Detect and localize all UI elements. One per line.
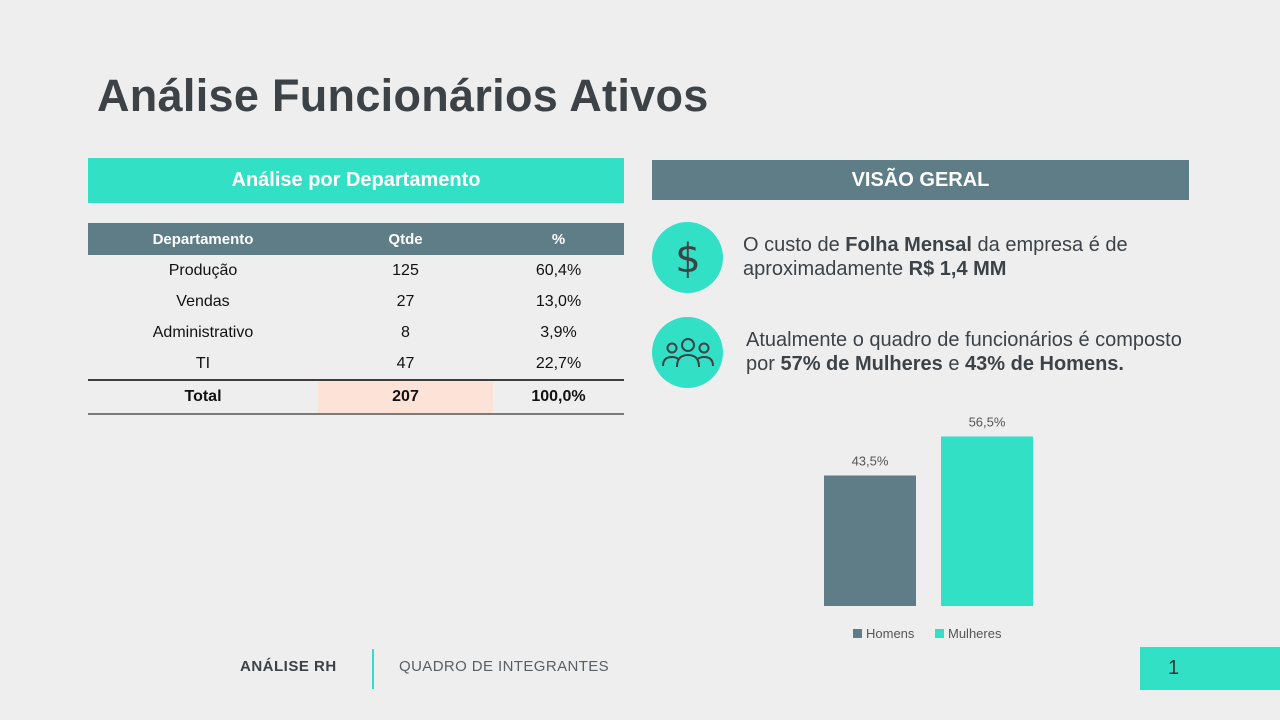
- footer-divider: [372, 649, 374, 689]
- cell-qty: 47: [396, 354, 415, 372]
- data-label: 56,5%: [969, 415, 1006, 430]
- table-row: Administrativo 8 3,9%: [88, 317, 624, 348]
- column-header-departamento: Departamento: [88, 223, 318, 255]
- cell-department: TI: [195, 354, 211, 372]
- footer-subtitle: QUADRO DE INTEGRANTES: [399, 658, 610, 675]
- cell-percent: 22,7%: [535, 354, 582, 372]
- legend-label: Mulheres: [948, 626, 1002, 641]
- table-total-row: Total 207 100,0%: [88, 379, 624, 415]
- page-number: 1: [1168, 657, 1180, 679]
- cell-percent: 60,4%: [535, 261, 582, 279]
- page-number-box: 1: [1140, 647, 1280, 690]
- cell-qty: 27: [396, 292, 415, 310]
- cell-department: Administrativo: [152, 323, 254, 341]
- total-label: Total: [88, 379, 318, 415]
- legend-label: Homens: [866, 626, 915, 641]
- data-label: 43,5%: [852, 454, 889, 469]
- cell-qty: 125: [392, 261, 419, 279]
- footer-section-label: ANÁLISE RH: [240, 658, 337, 675]
- column-header-percent: %: [493, 223, 624, 255]
- table-row: TI 47 22,7%: [88, 348, 624, 380]
- legend-swatch: [935, 629, 944, 638]
- people-group-icon: [652, 317, 723, 388]
- page-title: Análise Funcionários Ativos: [97, 70, 709, 121]
- table-row: Vendas 27 13,0%: [88, 286, 624, 317]
- legend-swatch: [853, 629, 862, 638]
- total-percent: 100,0%: [493, 379, 624, 415]
- cell-percent: 13,0%: [535, 292, 582, 310]
- total-qty: 207: [318, 379, 493, 415]
- column-header-qtde: Qtde: [318, 223, 493, 255]
- dollar-icon: $: [652, 222, 723, 293]
- svg-text:$: $: [675, 236, 700, 282]
- bar-mulheres: [941, 436, 1033, 606]
- cell-department: Vendas: [176, 292, 230, 310]
- dept-section-header: Análise por Departamento: [88, 158, 624, 203]
- cell-qty: 8: [401, 323, 410, 341]
- bar-homens: [824, 475, 916, 606]
- department-table: Departamento Qtde % Produção 125 60,4% V…: [88, 223, 624, 415]
- gender-bar-chart: 43,5% 56,5% Homens Mulheres: [824, 415, 1033, 641]
- table-header-row: Departamento Qtde %: [88, 223, 624, 255]
- cell-percent: 3,9%: [540, 323, 577, 341]
- cell-department: Produção: [168, 261, 238, 279]
- staff-composition-text: Atualmente o quadro de funcionários é co…: [746, 329, 1182, 375]
- table-row: Produção 125 60,4%: [88, 255, 624, 286]
- payroll-cost-text: O custo de Folha Mensal da empresa é de …: [743, 234, 1128, 280]
- overview-header: VISÃO GERAL: [652, 160, 1189, 200]
